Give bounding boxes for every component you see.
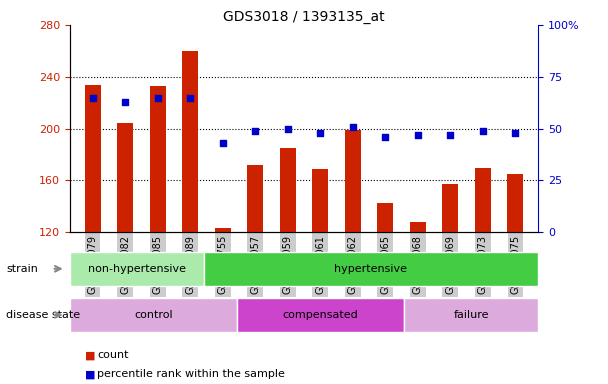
- Text: count: count: [97, 350, 129, 360]
- Point: [88, 94, 97, 101]
- Bar: [117, 123, 133, 232]
- Text: disease state: disease state: [6, 310, 80, 320]
- Text: failure: failure: [454, 310, 489, 320]
- Point: [446, 132, 455, 138]
- Text: percentile rank within the sample: percentile rank within the sample: [97, 369, 285, 379]
- Text: control: control: [134, 310, 173, 320]
- Point: [381, 134, 390, 140]
- Bar: [215, 228, 231, 232]
- Bar: [182, 51, 198, 232]
- Point: [511, 130, 520, 136]
- Point: [283, 126, 292, 132]
- Bar: [442, 184, 458, 232]
- Point: [250, 127, 260, 134]
- Point: [316, 130, 325, 136]
- Bar: [280, 148, 296, 232]
- Bar: [247, 165, 263, 232]
- Bar: [150, 86, 166, 232]
- Text: strain: strain: [6, 264, 38, 274]
- Bar: [507, 174, 523, 232]
- Text: non-hypertensive: non-hypertensive: [88, 264, 186, 274]
- Point: [348, 124, 358, 130]
- Point: [413, 132, 423, 138]
- Bar: [345, 130, 361, 232]
- Bar: [312, 169, 328, 232]
- Bar: [85, 84, 101, 232]
- Bar: [410, 222, 426, 232]
- Point: [218, 140, 227, 146]
- Bar: [377, 202, 393, 232]
- Text: GDS3018 / 1393135_at: GDS3018 / 1393135_at: [223, 10, 385, 23]
- Point: [478, 127, 488, 134]
- Text: compensated: compensated: [283, 310, 359, 320]
- Bar: [475, 167, 491, 232]
- Point: [153, 94, 162, 101]
- Point: [185, 94, 195, 101]
- Text: ■: ■: [85, 350, 95, 360]
- Text: hypertensive: hypertensive: [334, 264, 407, 274]
- Point: [120, 99, 130, 105]
- Text: ■: ■: [85, 369, 95, 379]
